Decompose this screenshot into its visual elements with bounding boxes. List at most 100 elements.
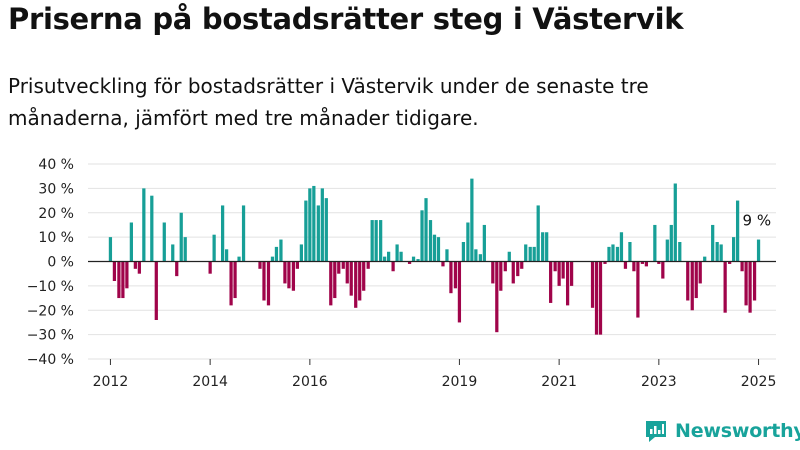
bar (420, 210, 424, 262)
bar (615, 246, 620, 262)
x-tick-label: 2019 (442, 374, 478, 390)
bar (623, 261, 628, 269)
x-tick-label: 2016 (292, 374, 328, 390)
bar (333, 261, 337, 299)
bar (287, 261, 291, 289)
bar (304, 200, 308, 262)
bar (541, 232, 545, 262)
bar (416, 259, 420, 262)
bar (233, 261, 237, 299)
bar (241, 205, 246, 262)
bar (686, 261, 690, 301)
bar (229, 261, 233, 306)
bar (175, 261, 179, 277)
bar (673, 183, 677, 262)
bar (507, 251, 511, 262)
x-tick-label: 2021 (541, 374, 577, 390)
bar (653, 224, 657, 262)
bar (619, 232, 624, 262)
bar (735, 200, 740, 262)
bar (723, 261, 727, 313)
bars (88, 178, 776, 335)
bar (220, 205, 225, 262)
bar (590, 261, 595, 308)
bar (316, 205, 320, 262)
bar (308, 188, 312, 262)
x-axis: 2012 2014 2016 2019 2021 2023 2025 (93, 359, 776, 390)
bar (237, 256, 241, 262)
x-tick-label: 2014 (192, 374, 228, 390)
bar (379, 220, 383, 262)
bar (607, 246, 611, 262)
bar (320, 188, 324, 262)
bar (495, 261, 499, 333)
bar (482, 224, 486, 262)
chart-title: Priserna på bostadsrätter steg i Västerv… (8, 2, 684, 36)
bar (150, 195, 154, 262)
bar (661, 261, 665, 279)
bar (299, 244, 303, 262)
bar (478, 254, 482, 262)
bar (112, 261, 117, 281)
bar (270, 256, 275, 262)
bar (532, 246, 536, 262)
bar (133, 261, 137, 269)
bar (557, 261, 561, 286)
bar (345, 261, 349, 284)
bar (632, 261, 636, 272)
bar (266, 261, 271, 306)
bar (690, 261, 694, 311)
bar (711, 224, 715, 262)
bar (715, 242, 719, 262)
bar (520, 261, 524, 269)
bar (108, 237, 113, 262)
bar (636, 261, 640, 318)
bar (524, 244, 528, 262)
bar (669, 224, 673, 262)
bar (628, 242, 632, 262)
bar (291, 261, 296, 291)
bar (424, 198, 428, 262)
bar (312, 185, 316, 262)
bar (457, 261, 462, 323)
newsworthy-logo: Newsworthy (643, 418, 800, 444)
bar (553, 261, 557, 272)
bar (383, 256, 387, 262)
bar (349, 261, 353, 296)
bar (511, 261, 515, 284)
bar (445, 249, 449, 262)
bar (569, 261, 574, 286)
bar (719, 244, 723, 262)
bar (748, 261, 752, 313)
bar (154, 261, 158, 320)
x-tick-label: 2012 (93, 374, 129, 390)
bar (179, 212, 183, 262)
bar (212, 234, 216, 262)
bar (295, 261, 300, 269)
bar (491, 261, 495, 284)
bar (436, 237, 441, 262)
bar (694, 261, 698, 299)
brand-name: Newsworthy (675, 420, 800, 442)
bar (329, 261, 333, 306)
bar (640, 261, 645, 264)
bar (503, 261, 507, 272)
bar (466, 222, 470, 262)
bar (744, 261, 748, 306)
bar (752, 261, 757, 301)
bar (366, 261, 370, 269)
y-tick-label: 0 % (47, 255, 74, 271)
y-axis: 40 % 30 % 20 % 10 % 0 % −10 % −20 % −30 % −40 % (27, 157, 74, 368)
y-tick-label: −20 % (27, 303, 74, 319)
chart-subtitle: Prisutveckling för bostadsrätter i Väste… (8, 74, 649, 130)
bar (703, 256, 707, 262)
bar (732, 237, 736, 262)
y-tick-label: −10 % (27, 279, 74, 295)
bar (528, 246, 532, 262)
end-value-label: 9 % (743, 212, 772, 230)
bar (354, 261, 358, 308)
bar (224, 249, 229, 262)
bar (391, 261, 395, 272)
y-tick-label: −30 % (27, 328, 74, 344)
bar (536, 205, 540, 262)
